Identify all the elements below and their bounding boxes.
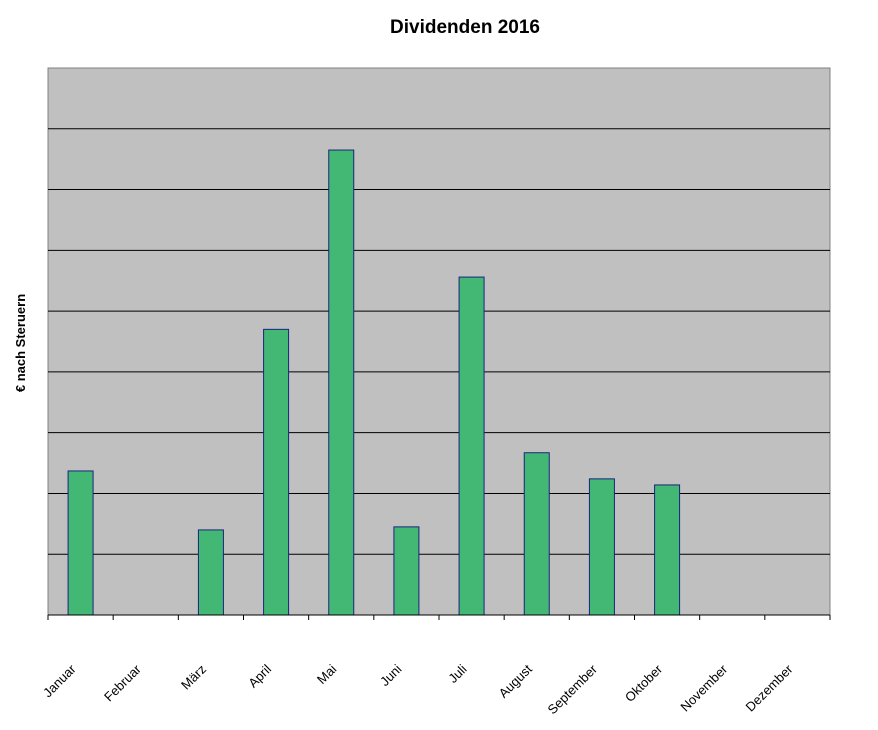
chart-title: Dividenden 2016 bbox=[390, 17, 540, 38]
x-tick-labels: Januar Februar März April Mai Juni Juli August S… bbox=[40, 661, 796, 717]
x-tick-label-november: November bbox=[677, 661, 730, 714]
x-tick-label-dezember: Dezember bbox=[743, 661, 796, 714]
x-tick-label-märz: März bbox=[178, 662, 209, 693]
x-tick-label-juni: Juni bbox=[377, 661, 405, 689]
bar-januar bbox=[67, 470, 94, 616]
bar-juni bbox=[393, 526, 420, 616]
x-tick-label-august: August bbox=[496, 661, 535, 700]
bar-märz bbox=[197, 529, 224, 616]
x-axis bbox=[47, 614, 831, 620]
gridlines bbox=[48, 128, 830, 555]
bar-september bbox=[588, 478, 615, 616]
bar-juli bbox=[458, 276, 485, 616]
x-tick-label-januar: Januar bbox=[40, 661, 79, 700]
bar-august bbox=[523, 452, 550, 616]
y-axis-label: € nach Steruern bbox=[13, 294, 28, 392]
bars bbox=[67, 149, 681, 616]
bar-mai bbox=[328, 149, 355, 616]
plot-area bbox=[47, 67, 831, 616]
x-tick-label-februar: Februar bbox=[101, 661, 144, 704]
x-tick-label-oktober: Oktober bbox=[622, 661, 666, 705]
x-tick-label-juli: Juli bbox=[445, 661, 469, 685]
x-tick-label-mai: Mai bbox=[314, 661, 339, 686]
x-tick-label-september: September bbox=[544, 661, 600, 717]
x-tick-label-april: April bbox=[245, 661, 274, 690]
bar-oktober bbox=[654, 484, 681, 616]
bar-april bbox=[263, 328, 290, 616]
